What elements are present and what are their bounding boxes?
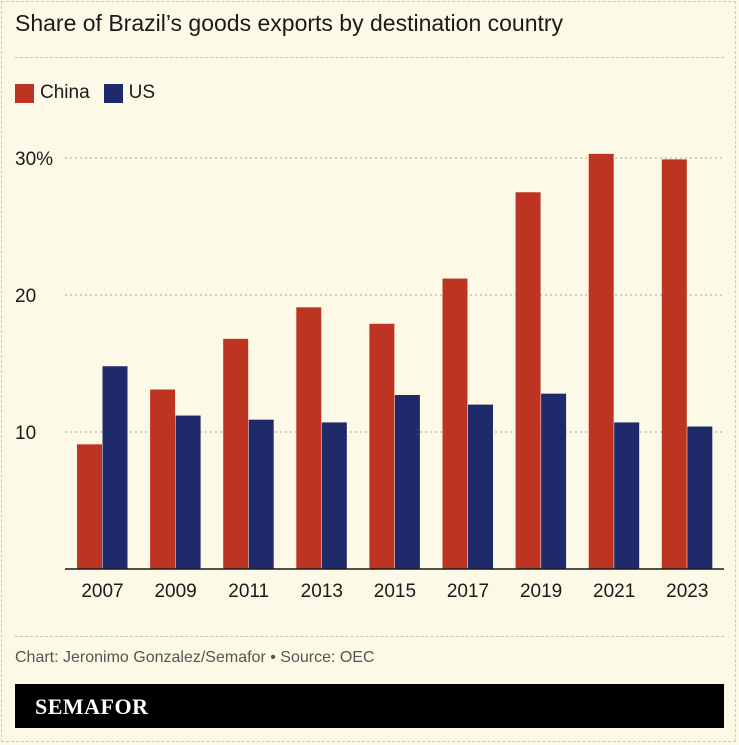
x-tick-label: 2011: [228, 581, 269, 602]
x-tick-label: 2023: [666, 581, 708, 602]
x-tick-label: 2015: [374, 581, 416, 602]
y-tick-label: 10: [15, 423, 36, 444]
legend-item-us: US: [103, 82, 156, 104]
bar-us-2017: [468, 404, 493, 569]
bar-china-2013: [296, 307, 322, 569]
legend-item-china: China: [15, 82, 90, 104]
bar-china-2015: [369, 323, 395, 569]
bar-us-2009: [175, 415, 201, 569]
bar-us-2021: [614, 422, 640, 569]
x-tick-label: 2021: [593, 581, 635, 602]
legend-label-us: US: [128, 82, 156, 103]
bar-china-2017: [442, 278, 468, 569]
bar-us-2011: [248, 419, 274, 569]
bar-china-2019: [515, 192, 541, 569]
bar-china-2007: [77, 444, 102, 569]
source-note: Chart: Jeronimo Gonzalez/Semafor • Sourc…: [15, 649, 375, 666]
bar-us-2015: [394, 395, 420, 569]
bar-us-2023: [687, 426, 713, 569]
legend: China US: [15, 82, 169, 104]
y-tick-label: 20: [15, 286, 36, 307]
divider: [15, 636, 724, 637]
x-tick-label: 2017: [447, 581, 489, 602]
y-tick-label: 30%: [15, 149, 53, 170]
x-tick-label: 2007: [81, 581, 123, 602]
divider: [15, 57, 724, 58]
x-tick-label: 2019: [520, 581, 562, 602]
x-tick-label: 2013: [301, 581, 343, 602]
semafor-logo: SEMAFOR: [35, 694, 149, 719]
legend-swatch-china: [15, 83, 34, 103]
bar-china-2009: [150, 389, 176, 569]
bar-chart: 10 20 30% 2007 2009 2011 2013 2015 2017 2019 2021 2…: [15, 149, 724, 602]
bar-us-2007: [102, 366, 128, 569]
bar-us-2019: [541, 393, 567, 569]
chart-title: Share of Brazil’s goods exports by desti…: [15, 10, 564, 36]
legend-swatch-us: [103, 83, 123, 103]
bar-china-2021: [588, 153, 614, 569]
bar-china-2011: [223, 338, 249, 569]
x-tick-label: 2009: [154, 581, 196, 602]
bar-china-2023: [661, 159, 687, 569]
brand-bar: SEMAFOR: [15, 684, 724, 728]
bar-us-2013: [321, 422, 347, 569]
legend-label-china: China: [40, 82, 90, 103]
